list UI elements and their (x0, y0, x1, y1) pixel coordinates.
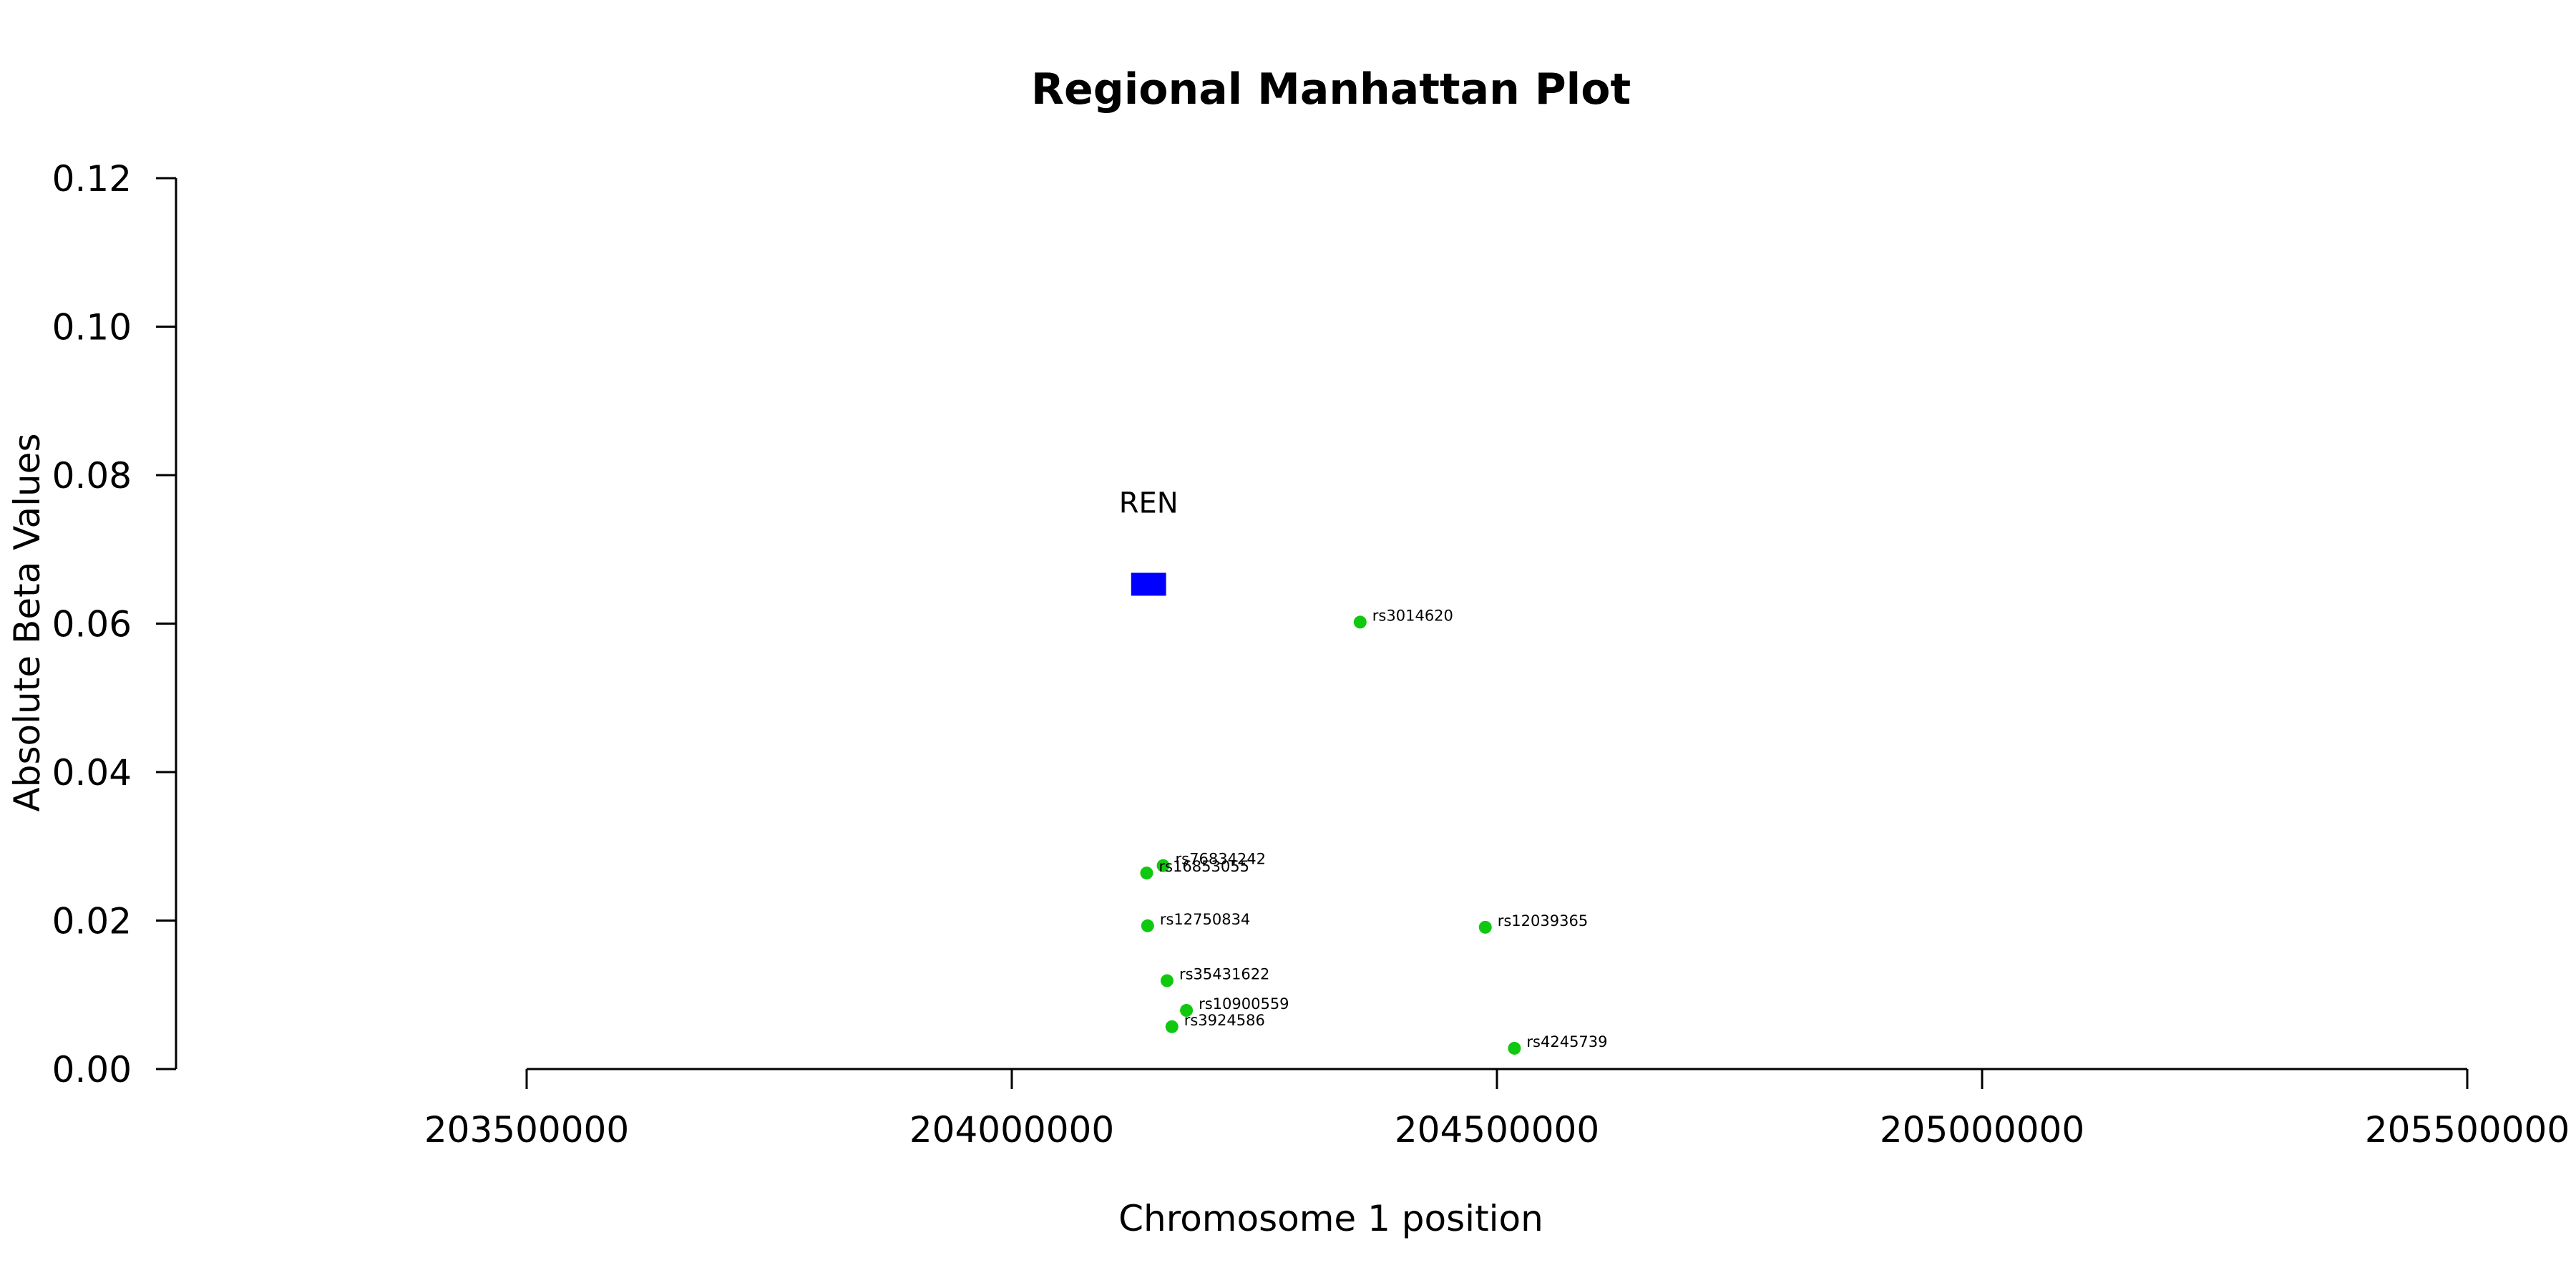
y-tick-label: 0.12 (52, 158, 132, 200)
snp-point (1353, 615, 1367, 629)
x-tick-label: 205500000 (2365, 1109, 2570, 1151)
snp-label: rs76834242 (1176, 851, 1266, 868)
snp-label: rs12750834 (1160, 911, 1250, 928)
chart-title: Regional Manhattan Plot (1031, 64, 1631, 114)
x-axis: 203500000 204000000 204500000 205000000 2055… (424, 1068, 2570, 1151)
x-tick-label: 205000000 (1880, 1109, 2084, 1151)
gene-layer: REN (1119, 487, 1179, 596)
snp-label: rs3014620 (1372, 607, 1453, 624)
snp-point (1165, 1020, 1179, 1033)
snp-point (1478, 920, 1492, 934)
gene-box (1131, 572, 1166, 596)
snp-point (1140, 867, 1153, 880)
snp-label: rs3924586 (1184, 1012, 1265, 1029)
y-tick-label: 0.02 (52, 901, 132, 942)
x-tick-label: 204500000 (1395, 1109, 1599, 1151)
x-tick-label: 204000000 (909, 1109, 1114, 1151)
snp-point (1508, 1041, 1521, 1055)
snp-label: rs4245739 (1526, 1033, 1607, 1050)
x-axis-label: Chromosome 1 position (1118, 1198, 1543, 1239)
snp-point (1160, 974, 1174, 987)
snp-label: rs16853055 (1158, 858, 1249, 875)
y-tick-label: 0.04 (52, 752, 132, 794)
snp-point (1156, 859, 1170, 872)
y-axis-label: Absolute Beta Values (6, 434, 48, 812)
gene-label: REN (1119, 487, 1179, 520)
y-tick-label: 0.00 (52, 1049, 132, 1091)
x-tick-label: 203500000 (424, 1109, 629, 1151)
y-tick-label: 0.08 (52, 455, 132, 497)
snp-label: rs12039365 (1498, 912, 1588, 930)
snp-point (1141, 919, 1154, 932)
snp-label: rs35431622 (1179, 966, 1269, 983)
snp-label: rs10900559 (1199, 995, 1289, 1013)
y-tick-label: 0.10 (52, 307, 132, 348)
y-axis: 0.00 0.02 0.04 0.06 0.08 0.10 0.12 (52, 158, 177, 1091)
snp-point (1180, 1004, 1194, 1018)
y-tick-label: 0.06 (52, 604, 132, 645)
